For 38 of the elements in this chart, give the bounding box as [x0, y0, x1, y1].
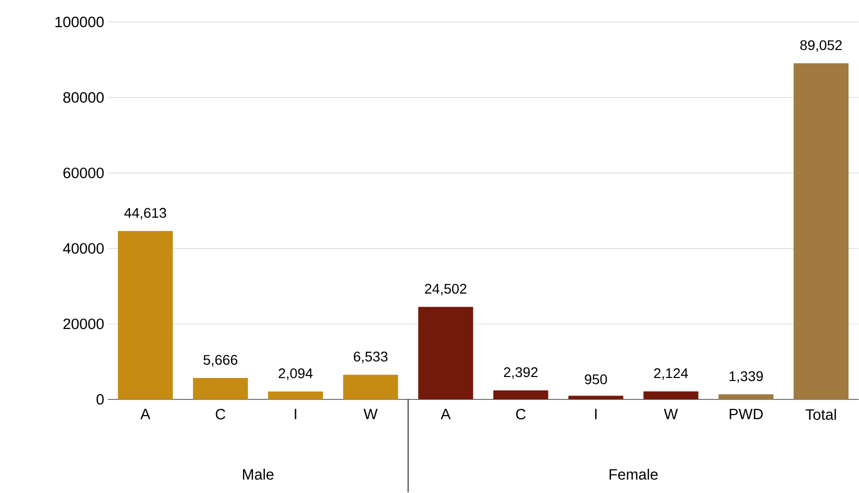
x-tick-label: C	[516, 409, 526, 420]
data-label: 2,392	[504, 367, 538, 380]
y-tick-label: 60000	[63, 168, 104, 178]
x-tick-label: C	[216, 409, 226, 420]
bar	[718, 394, 774, 400]
y-tick-label: 0	[96, 394, 104, 405]
data-label: 44,613	[124, 208, 166, 220]
bar	[418, 307, 474, 400]
bar	[643, 392, 698, 400]
data-label: 2,124	[654, 368, 688, 380]
data-label: 2,094	[278, 368, 313, 380]
x-tick-label: I	[595, 409, 597, 420]
bar	[493, 390, 548, 400]
data-label: 6,533	[354, 352, 388, 364]
x-tick-label: Total	[806, 409, 836, 420]
bar	[268, 392, 323, 400]
x-tick-label: W	[664, 409, 678, 420]
data-label: 24,502	[425, 284, 466, 296]
bar	[192, 378, 248, 400]
text: Female	[610, 468, 658, 480]
x-tick-label: PWD	[730, 409, 763, 420]
x-tick-label: W	[364, 409, 378, 420]
x-tick-label: A	[140, 409, 150, 420]
y-tick-label: 80000	[63, 92, 104, 103]
bar	[568, 396, 624, 400]
x-tick-label: I	[294, 409, 296, 420]
data-label: 1,339	[730, 371, 763, 384]
data-label: 5,666	[204, 355, 238, 367]
y-tick-label: 40000	[63, 243, 104, 254]
x-tick-label: A	[440, 409, 451, 420]
bar	[794, 63, 849, 400]
bar	[118, 231, 173, 400]
y-tick-label: 100000	[55, 16, 104, 28]
data-label: 950	[584, 374, 607, 384]
text: Male	[242, 468, 274, 480]
bar	[343, 374, 398, 400]
data-label: 89,052	[800, 40, 842, 52]
y-tick-label: 20000	[63, 318, 104, 330]
